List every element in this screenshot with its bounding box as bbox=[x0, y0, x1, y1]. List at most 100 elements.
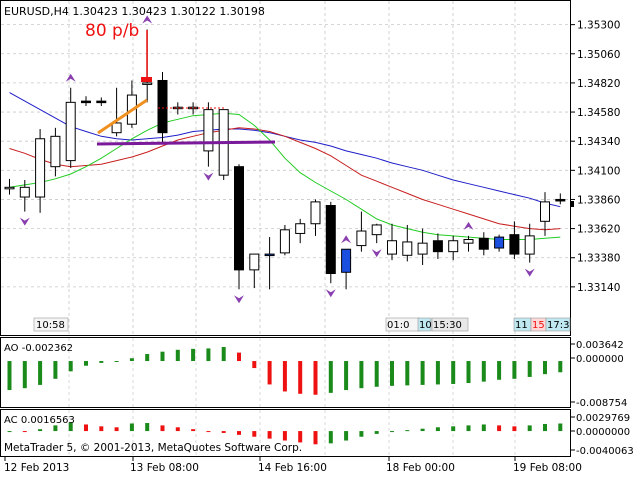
ac-tick-top: 0.0029769 bbox=[576, 413, 630, 424]
fractals bbox=[19, 15, 535, 304]
ao-bar-20 bbox=[313, 361, 318, 395]
ac-bar-28 bbox=[435, 427, 440, 432]
fractal-up-22 bbox=[341, 235, 352, 244]
price-tick-1: 1.35060 bbox=[577, 49, 620, 61]
candle-body-35 bbox=[540, 201, 550, 222]
ao-bar-27 bbox=[420, 361, 425, 385]
ac-bar-15 bbox=[237, 431, 241, 435]
time-stamp-labels: 10:58 01:0 10 15:30 11 15 17:3 bbox=[33, 317, 571, 332]
ac-bar-19 bbox=[298, 431, 303, 443]
time-tick-2: 14 Feb 16:00 bbox=[258, 462, 327, 474]
symbol-header: EURUSD,H4 1.30423 1.30423 1.30122 1.3019… bbox=[4, 5, 265, 18]
time-tick-1: 13 Feb 08:00 bbox=[130, 462, 199, 474]
price-tick-4: 1.34340 bbox=[577, 136, 620, 148]
ac-bar-0 bbox=[7, 431, 12, 433]
ao-bar-13 bbox=[206, 348, 211, 362]
ac-bar-30 bbox=[466, 425, 471, 432]
ao-label: AO -0.002362 bbox=[4, 343, 73, 354]
ao-bar-25 bbox=[390, 361, 394, 386]
ac-bar-8 bbox=[129, 423, 134, 432]
ac-bar-10 bbox=[160, 425, 165, 432]
candles bbox=[4, 29, 566, 290]
ac-axis[interactable]: 0.0029769 0.0000000 -0.0040063 bbox=[571, 413, 634, 457]
candle-body-34 bbox=[524, 235, 535, 255]
candle-body-10 bbox=[157, 79, 168, 134]
ac-bar-13 bbox=[206, 431, 211, 433]
candle-body-32 bbox=[494, 236, 505, 249]
ao-bar-24 bbox=[374, 361, 379, 387]
candle-body-13 bbox=[203, 109, 214, 152]
ao-bar-32 bbox=[497, 361, 502, 380]
ac-bar-36 bbox=[558, 423, 563, 432]
ao-bar-21 bbox=[328, 361, 333, 393]
candle-body-22 bbox=[341, 248, 352, 273]
time-tick-4: 19 Feb 08:00 bbox=[513, 462, 582, 474]
ao-tick-top: 0.003642 bbox=[576, 340, 624, 351]
trend-line-orange[interactable] bbox=[97, 98, 148, 135]
ac-bar-11 bbox=[175, 427, 180, 432]
ac-bar-7 bbox=[114, 427, 119, 432]
ao-bar-23 bbox=[359, 361, 364, 389]
ao-bar-18 bbox=[282, 361, 287, 392]
price-panel[interactable] bbox=[0, 0, 571, 336]
ao-bar-35 bbox=[543, 361, 547, 375]
price-tick-8: 1.33380 bbox=[577, 253, 620, 265]
price-tick-2: 1.34820 bbox=[577, 78, 620, 90]
candle-body-29 bbox=[448, 240, 459, 253]
ao-bar-30 bbox=[466, 361, 471, 384]
ao-bar-2 bbox=[38, 361, 43, 385]
ao-bar-4 bbox=[68, 361, 73, 372]
ao-histogram bbox=[7, 347, 563, 395]
ac-bar-26 bbox=[405, 430, 410, 432]
ac-tick-zero: 0.0000000 bbox=[576, 427, 630, 438]
copyright: MetaTrader 5, © 2001-2013, MetaQuotes So… bbox=[4, 442, 302, 454]
candle-body-15 bbox=[234, 166, 244, 271]
ao-bar-31 bbox=[481, 361, 486, 382]
candle-body-7 bbox=[111, 122, 122, 134]
ao-bar-33 bbox=[512, 361, 517, 379]
ac-bar-33 bbox=[512, 426, 517, 432]
ac-tick-bottom: -0.0040063 bbox=[576, 446, 634, 457]
ao-bar-26 bbox=[405, 361, 410, 386]
fractal-down-15 bbox=[234, 295, 244, 304]
ac-bar-3 bbox=[53, 425, 58, 432]
ao-bar-14 bbox=[221, 347, 226, 362]
ac-bar-12 bbox=[191, 429, 196, 432]
ao-axis[interactable]: 0.003642 0.000000 -0.008754 bbox=[571, 340, 627, 409]
ac-bar-5 bbox=[84, 424, 88, 432]
candle-body-28 bbox=[432, 240, 443, 253]
trend-line-horizontal[interactable] bbox=[96, 140, 276, 146]
candle-body-24 bbox=[371, 224, 382, 236]
ao-bar-36 bbox=[558, 361, 563, 373]
ac-bar-20 bbox=[313, 431, 318, 445]
ao-bar-19 bbox=[298, 361, 303, 394]
price-axis[interactable]: 1.35300 1.35060 1.34820 1.34580 1.34340 1.341… bbox=[571, 20, 620, 294]
time-tick-0: 12 Feb 2013 bbox=[4, 462, 69, 474]
ac-bar-6 bbox=[99, 426, 104, 432]
candle-body-2 bbox=[35, 138, 46, 198]
ac-bar-29 bbox=[451, 426, 456, 432]
price-tick-0: 1.35300 bbox=[577, 20, 620, 32]
candle-body-6 bbox=[96, 100, 107, 104]
ao-bar-12 bbox=[191, 348, 196, 362]
time-axis[interactable]: 12 Feb 2013 13 Feb 08:00 14 Feb 16:00 18… bbox=[4, 457, 582, 474]
ac-bar-22 bbox=[344, 431, 349, 441]
ao-bar-9 bbox=[145, 354, 150, 362]
ac-bar-2 bbox=[38, 429, 43, 432]
candle-body-5 bbox=[81, 100, 91, 104]
ac-bar-16 bbox=[252, 431, 257, 437]
ao-bar-8 bbox=[129, 358, 134, 362]
grid-lines bbox=[1, 1, 570, 456]
time-label-third-c: 17:3 bbox=[547, 320, 569, 331]
ac-histogram bbox=[7, 422, 563, 445]
pip-annotation: 80 p/b bbox=[85, 21, 139, 41]
candle-body-26 bbox=[402, 241, 413, 256]
ao-tick-bottom: -0.008754 bbox=[576, 398, 627, 409]
candle-body-30 bbox=[463, 239, 474, 244]
candle-body-27 bbox=[417, 242, 428, 255]
ac-bar-4 bbox=[68, 422, 73, 432]
ac-bar-21 bbox=[328, 431, 333, 444]
ac-bar-17 bbox=[267, 431, 272, 439]
candle-body-31 bbox=[478, 237, 489, 250]
